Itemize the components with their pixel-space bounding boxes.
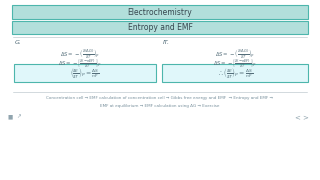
Text: EMF at equilibrium → EMF calculation using ΔG → Exercise: EMF at equilibrium → EMF calculation usi… xyxy=(100,104,220,108)
Text: $\Delta S = -\left[\frac{\partial(-nEF)}{\partial T}\right]_P$: $\Delta S = -\left[\frac{\partial(-nEF)}… xyxy=(213,58,257,70)
Text: Electrochemistry: Electrochemistry xyxy=(128,8,192,17)
Text: <: < xyxy=(294,114,300,120)
Text: $\Delta S = -\left[\frac{\partial(-nEF)}{\partial T}\right]_P$: $\Delta S = -\left[\frac{\partial(-nEF)}… xyxy=(58,58,102,70)
FancyBboxPatch shape xyxy=(12,5,308,19)
Text: ↗: ↗ xyxy=(16,114,20,120)
Text: $\therefore \left(\frac{\partial E}{\partial T}\right)_P = \frac{\Delta S}{nF}$: $\therefore \left(\frac{\partial E}{\par… xyxy=(217,66,253,80)
Text: $\Delta S = -\left(\frac{\partial(\Delta G)}{\partial T}\right)_P$: $\Delta S = -\left(\frac{\partial(\Delta… xyxy=(60,47,100,60)
Text: Entropy and EMF: Entropy and EMF xyxy=(128,23,192,32)
FancyBboxPatch shape xyxy=(12,21,308,34)
Text: IT.: IT. xyxy=(163,40,170,45)
Text: G.: G. xyxy=(15,40,22,45)
FancyBboxPatch shape xyxy=(162,64,308,82)
Text: $\left(\frac{\partial E}{\partial T}\right)_P = \frac{\Delta S}{nF}$: $\left(\frac{\partial E}{\partial T}\rig… xyxy=(70,66,100,80)
Text: Concentration cell → EMF calculation of concentration cell → Gibbs free energy a: Concentration cell → EMF calculation of … xyxy=(46,96,274,100)
Text: >: > xyxy=(302,114,308,120)
FancyBboxPatch shape xyxy=(14,64,156,82)
Text: ■: ■ xyxy=(8,114,13,120)
Text: $\Delta S = -\left(\frac{\partial(\Delta G)}{\partial T}\right)_P$: $\Delta S = -\left(\frac{\partial(\Delta… xyxy=(215,47,255,60)
